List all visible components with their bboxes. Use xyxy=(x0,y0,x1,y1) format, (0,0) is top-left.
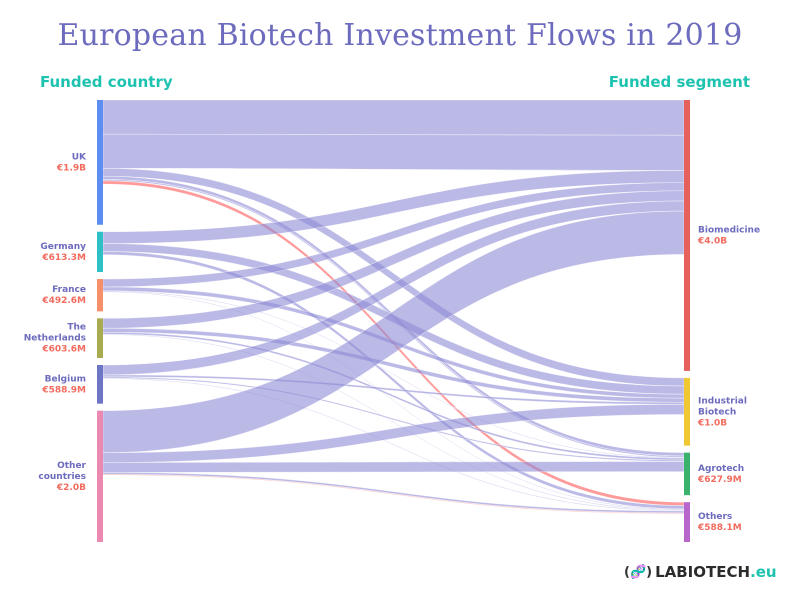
logo-tld: .eu xyxy=(750,563,777,581)
dna-icon: (🧬) xyxy=(624,564,653,580)
node-uk xyxy=(97,100,103,225)
flow-uk-to-biomedicine xyxy=(102,133,685,171)
flow-uk-to-biomedicine xyxy=(102,99,685,136)
label-other: Other countries €2.0B xyxy=(38,461,86,493)
node-other xyxy=(97,410,103,542)
labiotech-logo: (🧬) LABIOTECH .eu xyxy=(624,562,777,582)
flow-other-to-agrotech xyxy=(102,461,685,473)
node-others xyxy=(684,502,690,542)
node-agrotech xyxy=(684,452,690,496)
chart-title: European Biotech Investment Flows in 201… xyxy=(57,18,743,53)
node-germany xyxy=(97,231,103,273)
flow-links xyxy=(102,99,685,514)
node-france xyxy=(97,279,103,312)
right-column-header: Funded segment xyxy=(608,73,750,91)
label-biomedicine: Biomedicine €4.0B xyxy=(697,225,760,246)
label-industrial: Industrial Biotech €1.0B xyxy=(697,396,747,428)
node-netherlands xyxy=(97,318,103,359)
label-belgium: Belgium €588.9M xyxy=(41,374,86,395)
label-uk: UK €1.9B xyxy=(56,152,87,173)
node-belgium xyxy=(97,365,103,404)
node-labels: UK €1.9B Germany €613.3M France €492.6M The Net… xyxy=(24,152,760,533)
label-others: Others €588.1M xyxy=(697,512,742,533)
label-agrotech: Agrotech €627.9M xyxy=(697,464,744,485)
node-biomedicine xyxy=(684,100,690,371)
node-industrial xyxy=(684,377,690,446)
nodes xyxy=(97,100,690,542)
label-germany: Germany €613.3M xyxy=(40,242,86,263)
label-france: France €492.6M xyxy=(41,285,86,306)
label-netherlands: The Netherlands €603.6M xyxy=(24,323,86,355)
left-column-header: Funded country xyxy=(40,73,173,91)
logo-brand: LABIOTECH xyxy=(655,563,751,581)
